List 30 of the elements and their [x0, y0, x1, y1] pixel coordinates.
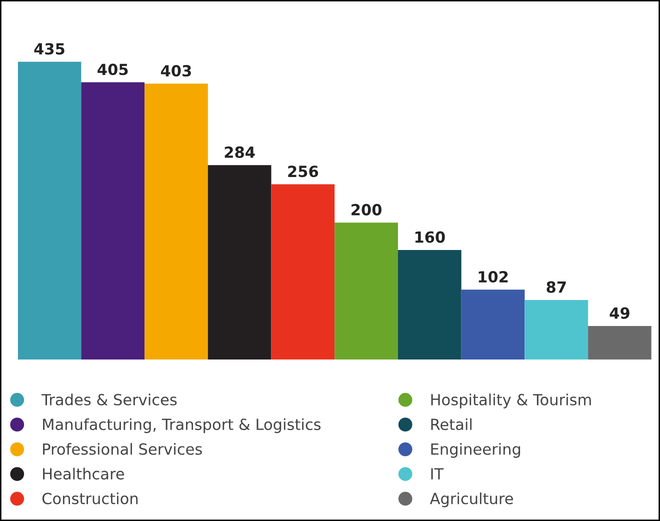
- data-label: 284: [224, 146, 255, 158]
- legend-label: Trades & Services: [42, 394, 177, 406]
- data-label: 435: [34, 43, 64, 55]
- bar: [461, 290, 525, 360]
- legend-label: Engineering: [431, 443, 520, 458]
- data-label: 102: [478, 271, 508, 283]
- data-label: 200: [352, 204, 382, 216]
- legend-label: IT: [431, 468, 444, 480]
- data-label: 160: [415, 231, 445, 243]
- bar: [334, 222, 398, 360]
- legend-label: Professional Services: [43, 443, 202, 455]
- legend-label: Manufacturing, Transport & Logistics: [43, 418, 321, 434]
- data-label: 49: [610, 307, 630, 319]
- bar: [18, 62, 82, 360]
- bar: [208, 165, 272, 360]
- data-label: 87: [546, 281, 566, 293]
- legend-label: Healthcare: [43, 468, 124, 480]
- legend-label: Agriculture: [430, 492, 513, 508]
- legend-label: Hospitality & Tourism: [431, 394, 591, 408]
- data-label: 405: [98, 64, 128, 76]
- data-label: 256: [288, 166, 318, 178]
- data-label: 403: [160, 64, 191, 77]
- bar: [271, 184, 335, 360]
- bar: [398, 250, 462, 360]
- bar: [524, 300, 588, 360]
- bar: [144, 84, 208, 360]
- legend-label: Retail: [431, 418, 472, 430]
- bar: [588, 326, 652, 360]
- legend-label: Construction: [42, 492, 138, 504]
- bar: [81, 82, 145, 360]
